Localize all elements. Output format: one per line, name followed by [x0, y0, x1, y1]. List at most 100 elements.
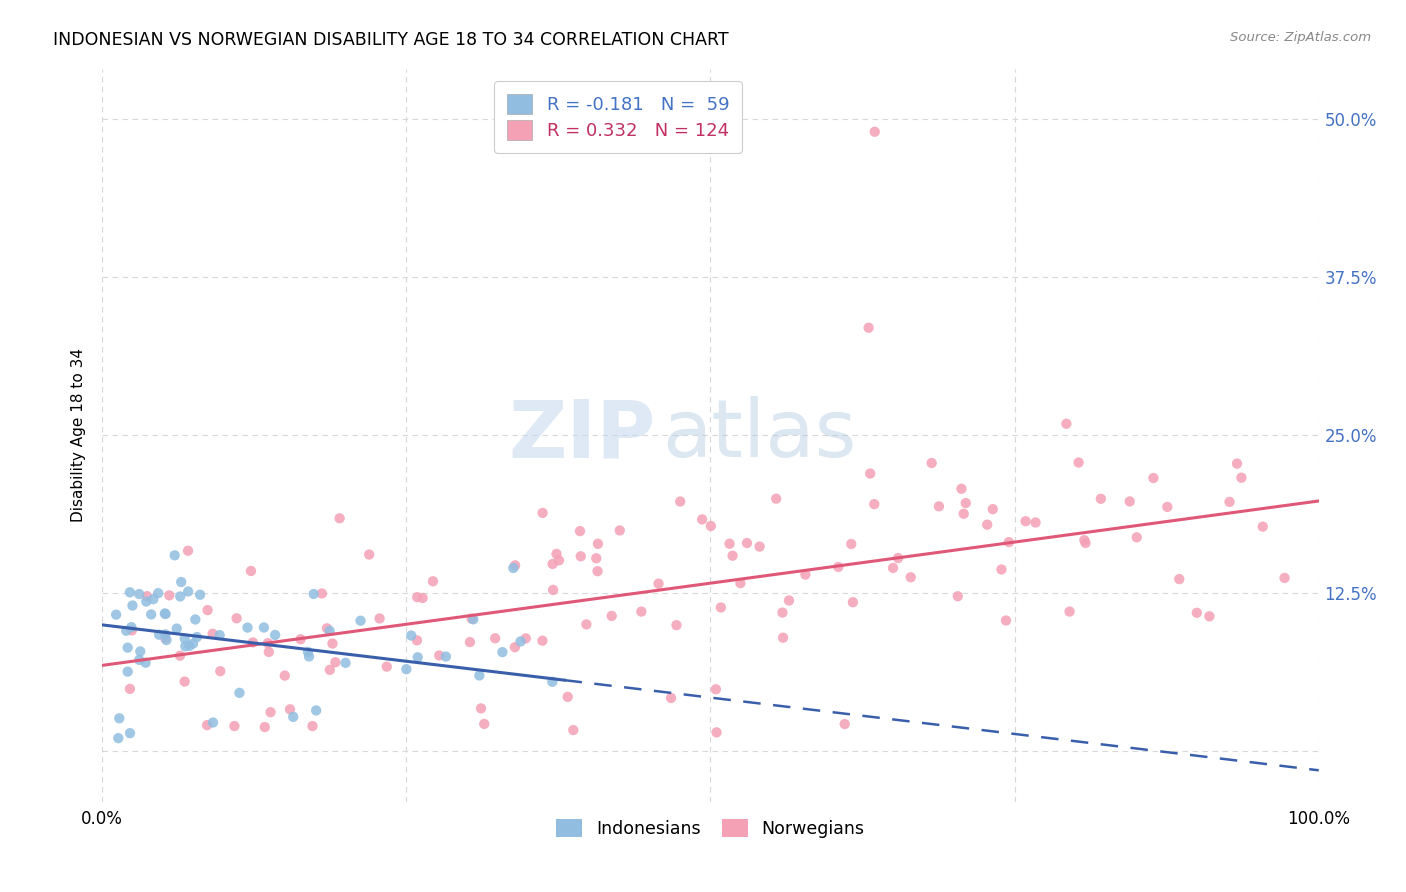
Point — [155, 633, 177, 648]
Point — [146, 586, 169, 600]
Point — [166, 622, 188, 636]
Point — [1185, 606, 1208, 620]
Point — [274, 668, 297, 682]
Point — [297, 645, 319, 659]
Point — [318, 624, 340, 638]
Point — [201, 715, 224, 730]
Point — [117, 665, 139, 679]
Point — [184, 612, 207, 626]
Point — [148, 628, 170, 642]
Point — [1067, 456, 1090, 470]
Point — [177, 543, 200, 558]
Point — [141, 607, 163, 622]
Point — [117, 640, 139, 655]
Point — [585, 551, 607, 566]
Point — [253, 720, 276, 734]
Point — [1251, 519, 1274, 533]
Point — [470, 701, 492, 715]
Point — [368, 611, 391, 625]
Point — [395, 662, 418, 676]
Point — [157, 588, 180, 602]
Point — [155, 632, 177, 646]
Point — [1118, 494, 1140, 508]
Point — [491, 645, 513, 659]
Point — [197, 603, 219, 617]
Point — [1156, 500, 1178, 514]
Point — [181, 637, 204, 651]
Point — [236, 621, 259, 635]
Legend: Indonesians, Norwegians: Indonesians, Norwegians — [550, 812, 872, 845]
Point — [586, 564, 609, 578]
Point — [946, 589, 969, 603]
Point — [463, 612, 485, 626]
Point — [422, 574, 444, 589]
Point — [863, 125, 886, 139]
Point — [136, 589, 159, 603]
Point — [609, 524, 631, 538]
Point — [257, 636, 280, 650]
Point — [142, 592, 165, 607]
Point — [153, 607, 176, 621]
Text: ZIP: ZIP — [509, 396, 655, 475]
Point — [509, 634, 531, 648]
Point — [859, 467, 882, 481]
Point — [704, 682, 727, 697]
Point — [240, 564, 263, 578]
Point — [600, 609, 623, 624]
Point — [1274, 571, 1296, 585]
Point — [842, 595, 865, 609]
Point — [201, 626, 224, 640]
Point — [1054, 417, 1077, 431]
Point — [135, 656, 157, 670]
Point — [721, 549, 744, 563]
Point — [321, 636, 343, 650]
Point — [557, 690, 579, 704]
Point — [359, 548, 381, 562]
Point — [349, 614, 371, 628]
Point — [406, 633, 429, 648]
Point — [163, 549, 186, 563]
Point — [900, 570, 922, 584]
Point — [115, 624, 138, 638]
Point — [283, 710, 305, 724]
Point — [659, 691, 682, 706]
Point — [302, 587, 325, 601]
Point — [427, 648, 450, 663]
Point — [1059, 605, 1081, 619]
Point — [503, 640, 526, 655]
Point — [329, 511, 352, 525]
Point — [264, 628, 287, 642]
Point — [412, 591, 434, 605]
Point — [458, 635, 481, 649]
Point — [794, 567, 817, 582]
Point — [120, 620, 142, 634]
Point — [118, 726, 141, 740]
Point — [928, 500, 950, 514]
Point — [325, 655, 347, 669]
Point — [839, 537, 862, 551]
Point — [128, 587, 150, 601]
Point — [399, 628, 422, 642]
Point — [315, 621, 337, 635]
Point — [503, 558, 526, 573]
Point — [541, 582, 564, 597]
Point — [515, 632, 537, 646]
Point — [1226, 457, 1249, 471]
Point — [169, 590, 191, 604]
Point — [121, 599, 143, 613]
Point — [253, 620, 276, 634]
Point — [460, 612, 482, 626]
Point — [107, 731, 129, 746]
Point — [531, 506, 554, 520]
Point — [1074, 536, 1097, 550]
Point — [195, 718, 218, 732]
Point — [995, 614, 1018, 628]
Point — [718, 537, 741, 551]
Point — [647, 576, 669, 591]
Point — [319, 663, 342, 677]
Point — [834, 717, 856, 731]
Point — [290, 632, 312, 647]
Point — [630, 605, 652, 619]
Point — [118, 585, 141, 599]
Point — [827, 560, 849, 574]
